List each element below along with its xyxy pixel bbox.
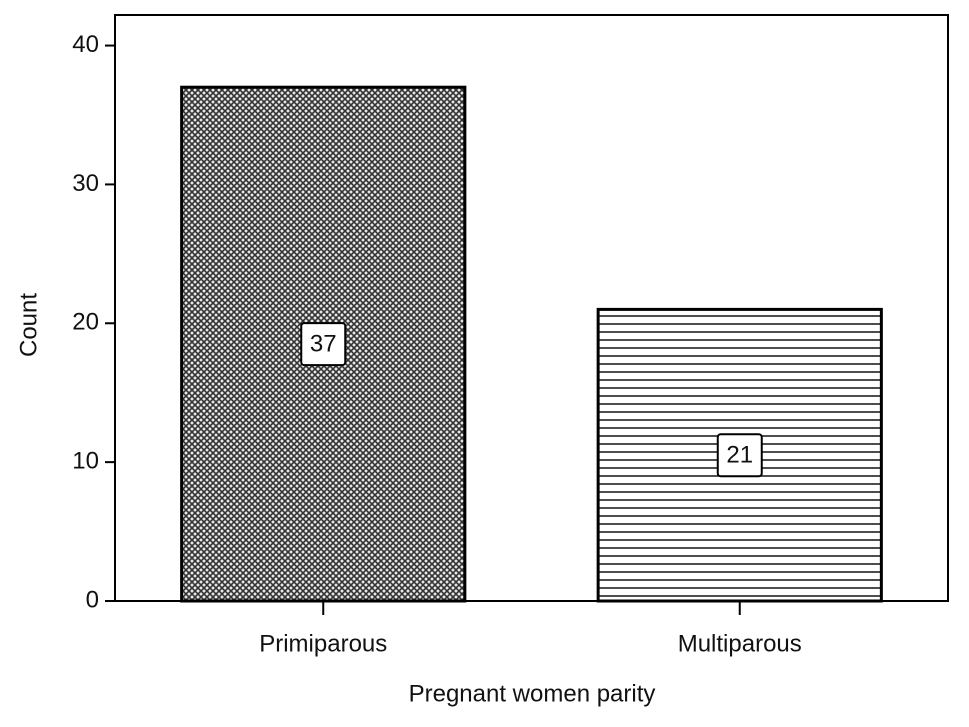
value-label: 21: [726, 442, 753, 469]
y-tick-label: 30: [72, 170, 99, 197]
value-label: 37: [310, 330, 337, 357]
y-axis-label: Count: [15, 293, 42, 357]
y-tick-label: 40: [72, 31, 99, 58]
value-label-box: [300, 322, 347, 367]
value-label-box: [716, 433, 763, 478]
plot-frame: [114, 14, 949, 602]
x-tick-label: Primiparous: [259, 630, 387, 657]
x-tick-label: Multiparous: [678, 630, 802, 657]
y-tick-label: 0: [86, 586, 99, 613]
x-axis-label: Pregnant women parity: [409, 680, 656, 707]
y-tick-label: 10: [72, 447, 99, 474]
y-tick-label: 20: [72, 309, 99, 336]
